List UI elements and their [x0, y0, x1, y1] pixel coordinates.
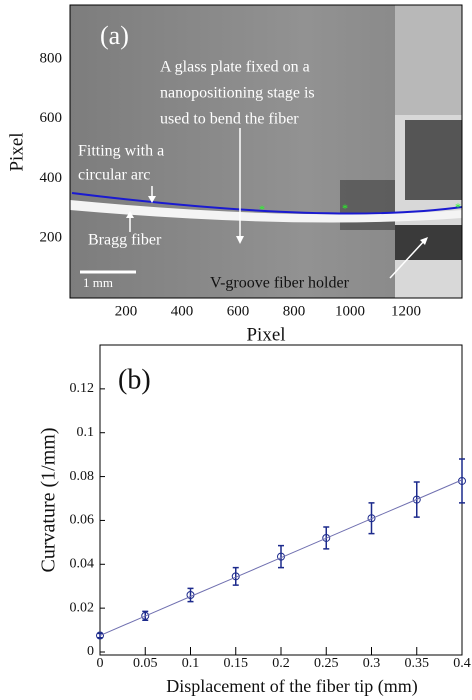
y-tick-label: 0.06 [70, 513, 95, 528]
annotation: used to bend the fiber [160, 111, 299, 128]
data-point [412, 495, 421, 504]
x-tick-label: 0.3 [363, 656, 381, 671]
annotation: Bragg fiber [88, 232, 162, 249]
y-tick-label: 0.08 [70, 469, 95, 484]
x-tick-label: 600 [227, 303, 250, 319]
panel-label: (a) [100, 21, 129, 50]
y-tick-label: 800 [40, 50, 63, 66]
x-axis-label: Displacement of the fiber tip (mm) [166, 676, 417, 697]
y-tick-label: 0.1 [77, 425, 95, 440]
x-tick-label: 0.4 [453, 656, 471, 671]
annotation: A glass plate fixed on a [160, 59, 310, 76]
svg-text:*: * [455, 200, 461, 214]
axes-frame [99, 344, 463, 656]
svg-text:*: * [259, 202, 265, 216]
annotation: nanopositioning stage is [160, 85, 315, 102]
fit-line [99, 479, 463, 637]
y-axis-label: Pixel [6, 132, 27, 171]
y-axis-label: Curvature (1/mm) [38, 428, 60, 573]
scale-bar-label: 1 mm [83, 275, 113, 290]
y-tick-label: 200 [40, 230, 63, 246]
x-tick-label: 0.2 [272, 656, 290, 671]
y-tick-label: 400 [40, 170, 63, 186]
x-tick-label: 0.1 [182, 656, 200, 671]
annotations: (a) A glass plate fixed on a nanopositio… [78, 21, 350, 292]
axes-frame [69, 4, 463, 299]
annotation: circular arc [78, 167, 150, 184]
photo: * * * [70, 5, 463, 298]
y-tick-label: 0.02 [70, 600, 95, 615]
annotation: V-groove fiber holder [210, 275, 350, 292]
y-tick-label: 0.04 [70, 557, 95, 572]
x-tick-label: 1000 [335, 303, 365, 319]
x-tick-label: 200 [115, 303, 138, 319]
x-tick-label: 400 [171, 303, 194, 319]
data-point [231, 572, 240, 581]
x-tick-label: 0 [97, 656, 104, 671]
error-bar [459, 458, 465, 504]
x-tick-label: 1200 [391, 303, 421, 319]
data-point [322, 533, 331, 542]
x-tick-label: 0.35 [405, 656, 430, 671]
error-bar [187, 587, 194, 603]
x-tick-label: 0.05 [133, 656, 158, 671]
x-tick-label: 800 [283, 303, 306, 319]
data-point [96, 631, 104, 640]
y-tick-label: 0 [87, 644, 94, 659]
y-tick-label: 0.12 [70, 381, 95, 396]
panel-label: (b) [118, 364, 151, 395]
y-tick-label: 600 [40, 110, 63, 126]
error-bar [278, 544, 284, 569]
x-tick-label: 0.15 [224, 656, 249, 671]
x-tick-label: 0.25 [314, 656, 339, 671]
annotation: Fitting with a [78, 143, 164, 160]
x-axis-label: Pixel [246, 324, 285, 345]
data-point [141, 611, 150, 620]
error-bar [232, 566, 239, 586]
data-point [367, 514, 376, 523]
svg-text:*: * [342, 201, 348, 215]
